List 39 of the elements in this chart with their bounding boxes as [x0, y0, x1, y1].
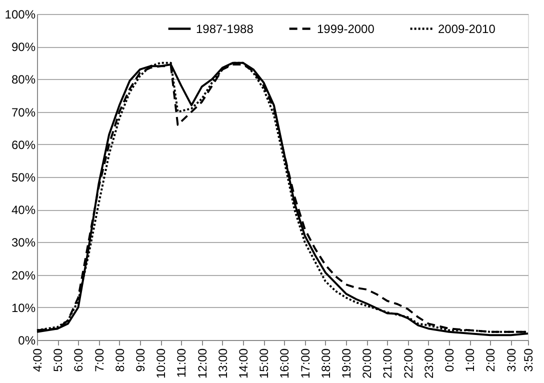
legend-label: 1999-2000: [317, 22, 375, 36]
x-tick-label: 8:00: [112, 348, 127, 372]
x-tick-label: 6:00: [72, 348, 86, 372]
x-tick-label: 5:00: [51, 348, 66, 372]
x-tick-label: 0:00: [442, 348, 457, 372]
x-tick-label: 22:00: [401, 348, 416, 379]
x-tick-label: 15:00: [257, 348, 272, 379]
x-tick-label: 16:00: [278, 348, 292, 379]
legend-label: 1987-1988: [196, 22, 254, 36]
y-tick-label: 50%: [11, 170, 36, 184]
x-tick-label: 13:00: [216, 348, 230, 379]
x-tick-label: 9:00: [134, 348, 148, 372]
x-tick-label: 10:00: [154, 348, 168, 379]
y-tick-label: 70%: [11, 105, 36, 120]
x-tick-label: 2:00: [484, 348, 498, 372]
y-tick-label: 100%: [4, 8, 36, 22]
x-tick-label: 11:00: [174, 348, 189, 378]
x-tick-label: 20:00: [360, 348, 374, 379]
x-tick-label: 14:00: [236, 348, 251, 379]
x-tick-label: 18:00: [318, 348, 333, 379]
x-tick-label: 3:50: [522, 348, 536, 372]
y-tick-label: 40%: [11, 203, 36, 218]
y-tick-label: 0%: [18, 334, 36, 348]
x-tick-label: 12:00: [195, 348, 210, 379]
y-tick-label: 60%: [11, 138, 36, 152]
x-tick-label: 19:00: [340, 348, 354, 379]
x-tick-label: 7:00: [92, 348, 106, 372]
y-tick-label: 10%: [11, 300, 36, 315]
legend-label: 2009-2010: [438, 22, 496, 36]
y-tick-label: 20%: [11, 268, 36, 282]
x-tick-label: 21:00: [380, 348, 395, 379]
x-tick-label: 3:00: [504, 348, 518, 372]
x-tick-label: 23:00: [422, 348, 436, 379]
x-tick-label: 17:00: [298, 348, 312, 379]
x-tick-label: 4:00: [30, 348, 44, 372]
y-tick-label: 30%: [11, 236, 36, 250]
y-tick-label: 80%: [11, 72, 36, 87]
y-tick-label: 90%: [11, 40, 36, 54]
x-tick-label: 1:00: [463, 348, 478, 372]
